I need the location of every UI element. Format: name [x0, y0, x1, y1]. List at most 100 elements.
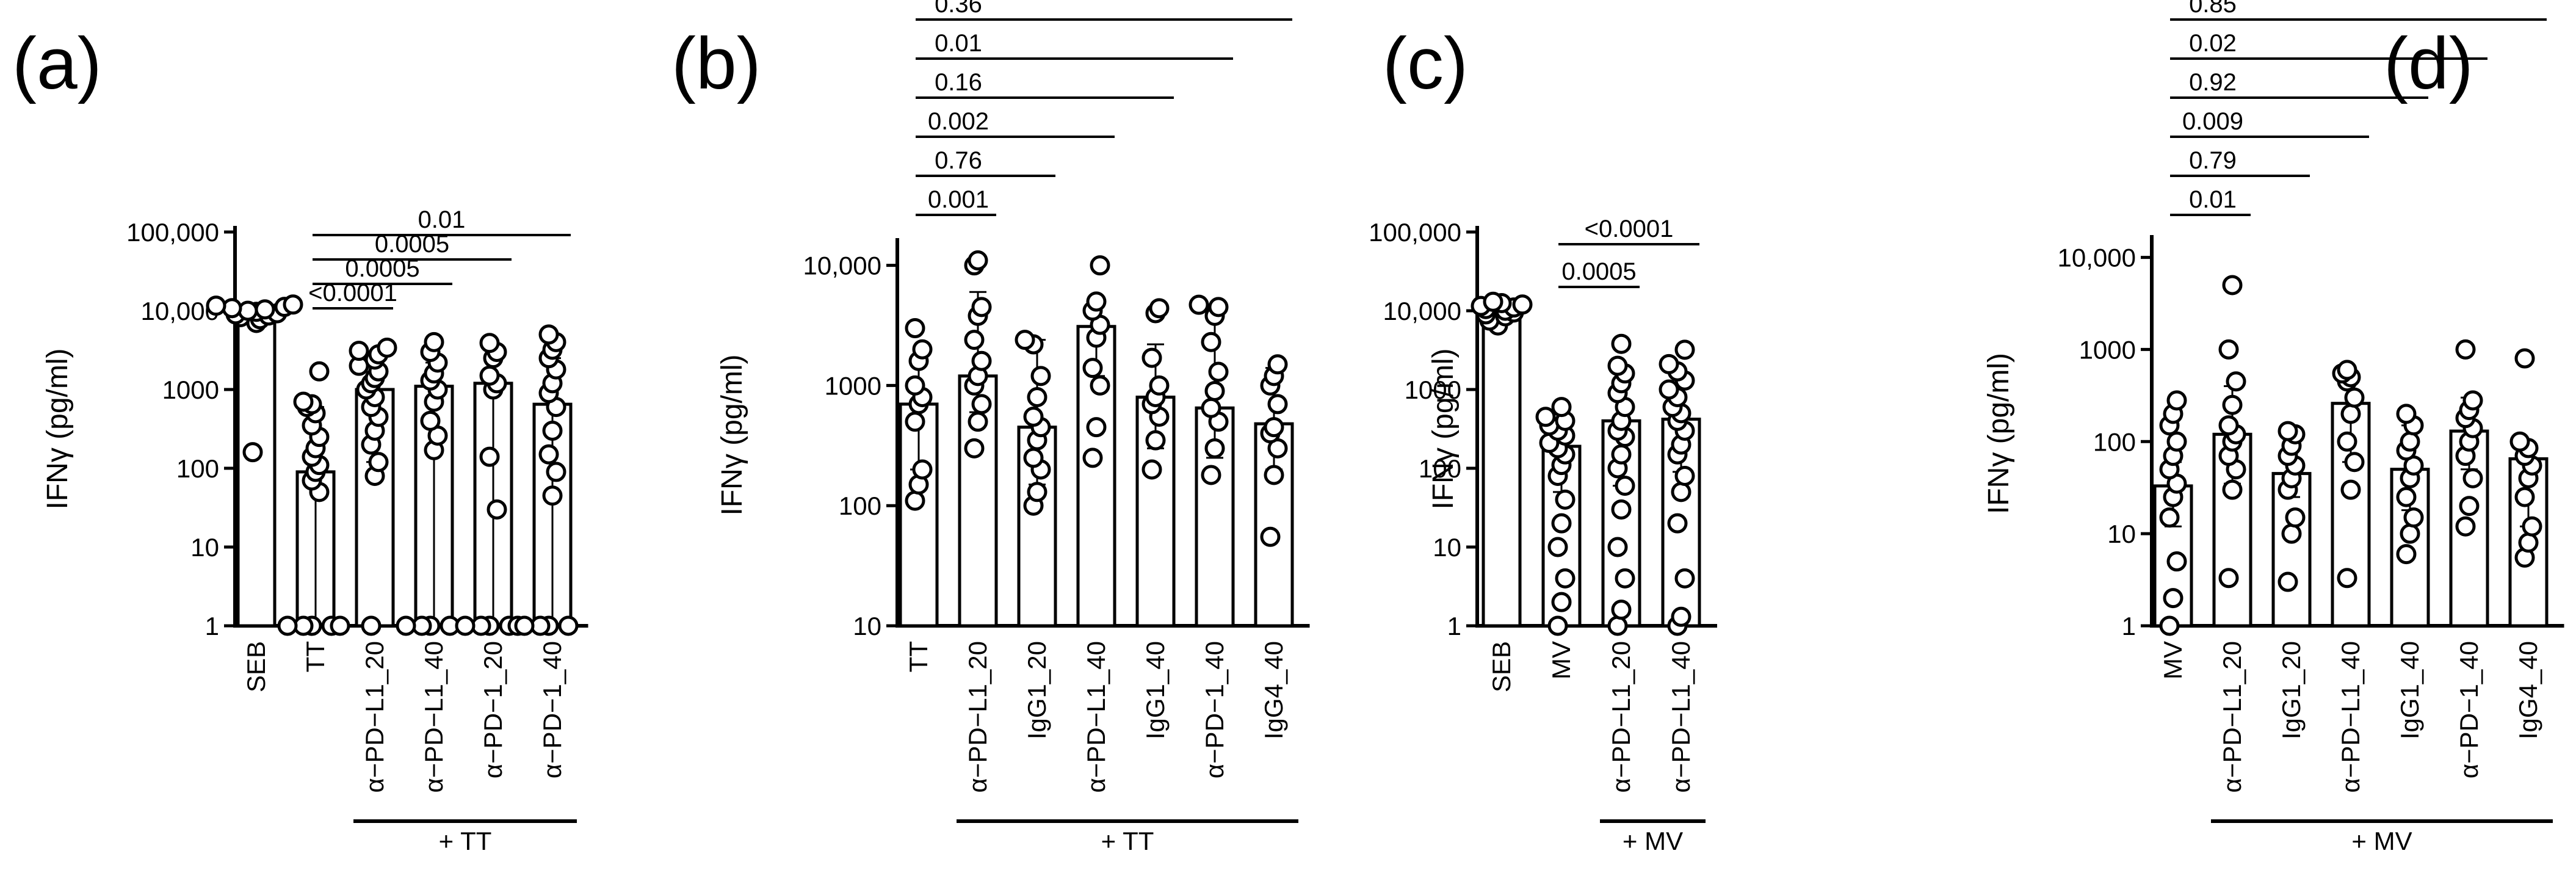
data-point [2455, 339, 2476, 360]
data-point [1208, 297, 1229, 317]
y-tick-label: 10 [2107, 520, 2136, 548]
category-label: IgG4_40 [1259, 641, 1288, 739]
data-point [964, 438, 985, 459]
data-point [2166, 390, 2187, 411]
data-point [968, 250, 988, 271]
data-point [2462, 390, 2483, 411]
data-point [237, 300, 258, 321]
data-point [1611, 333, 1632, 354]
data-point [349, 341, 369, 361]
group-label: + MV [1623, 827, 1683, 855]
data-point [2226, 371, 2246, 392]
category-label: α−PD−1_40 [2455, 641, 2483, 778]
data-point [2166, 431, 2187, 452]
y-tick-label: 1000 [1405, 375, 1461, 404]
data-point [242, 442, 263, 463]
y-tick-label: 1000 [2079, 335, 2136, 364]
data-point [1659, 379, 1679, 400]
data-point [377, 337, 397, 358]
y-tick-label: 1 [205, 612, 219, 640]
data-point [1551, 397, 1572, 418]
data-point [542, 420, 563, 441]
data-point [1674, 339, 1695, 360]
data-point [2459, 496, 2480, 517]
data-point [2218, 415, 2239, 436]
data-point [1260, 526, 1281, 547]
y-tick-label: 100 [176, 454, 219, 483]
data-point [1204, 380, 1225, 401]
y-tick-label: 10,000 [803, 252, 881, 280]
data-point [2403, 507, 2424, 528]
data-point [1267, 354, 1288, 375]
data-point [1027, 482, 1047, 502]
p-value-label: 0.79 [2189, 147, 2237, 174]
data-point [1090, 375, 1110, 396]
category-label: MV [1547, 641, 1576, 680]
data-point [2337, 360, 2357, 380]
data-point [1674, 568, 1695, 589]
data-point [1145, 430, 1166, 451]
y-tick-label: 1 [1447, 612, 1461, 640]
data-point [2396, 404, 2417, 424]
category-label: IgG1_20 [1022, 641, 1051, 739]
data-point [283, 294, 303, 315]
p-value-label: 0.002 [928, 108, 989, 135]
data-point [1611, 444, 1632, 465]
data-point [2344, 452, 2365, 473]
data-point [2514, 348, 2535, 369]
data-point [2278, 421, 2298, 441]
panel-a: (a) IFNγ (pg/ml) 1 10 100 1000 10,000 100,000 SE… [12, 23, 588, 855]
category-label: TT [301, 641, 330, 672]
data-point [1030, 366, 1051, 386]
data-point [1201, 397, 1221, 418]
data-point [2396, 487, 2417, 507]
data-point [2285, 507, 2306, 528]
category-label: α−PD−L1_20 [1607, 641, 1635, 792]
data-point [424, 332, 444, 352]
panel-b: (b) IFNγ (pg/ml) 10 100 1000 10,000 TT α−PD−L1_… [671, 0, 1310, 855]
data-point [1208, 361, 1229, 382]
data-point [1141, 347, 1162, 368]
data-point [1201, 465, 1221, 485]
data-point [487, 499, 507, 520]
data-point [2522, 516, 2542, 537]
category-label: IgG1_20 [2277, 641, 2306, 739]
data-point [964, 330, 985, 350]
category-label: SEB [242, 641, 270, 692]
data-point [1264, 465, 1284, 485]
data-point [2278, 571, 2298, 592]
data-point [1611, 499, 1632, 520]
panel-label: (c) [1383, 23, 1468, 104]
data-point [479, 365, 500, 386]
data-point [2222, 479, 2243, 500]
data-point [1086, 291, 1107, 312]
category-label: IgG1_40 [2395, 641, 2424, 739]
data-point [309, 361, 330, 382]
data-point [2159, 507, 2180, 528]
data-point [1555, 568, 1576, 589]
category-label: IgG1_40 [1141, 641, 1170, 739]
data-point [542, 485, 563, 506]
data-point [971, 350, 992, 371]
data-point [2222, 394, 2243, 415]
p-value-label: <0.0001 [1585, 216, 1674, 242]
category-label: α−PD−L1_40 [1082, 641, 1110, 792]
p-value-label: 0.16 [935, 69, 982, 96]
category-label: TT [904, 641, 933, 672]
y-tick-label: 100,000 [1369, 218, 1461, 247]
y-tick-label: 10,000 [2058, 244, 2136, 272]
data-point [2166, 551, 2187, 572]
category-label: SEB [1487, 641, 1516, 692]
panel-d: (d) IFNγ (pg/ml) 1 10 100 1000 10,000 MV α−PD−L1… [1983, 0, 2564, 855]
data-point [1607, 355, 1628, 376]
data-point [455, 615, 476, 636]
data-point [1149, 298, 1170, 319]
data-point [1615, 568, 1635, 589]
data-point [206, 295, 226, 316]
category-label: α−PD−1_40 [1200, 641, 1229, 778]
data-point [1141, 459, 1162, 480]
data-point [1671, 606, 1691, 627]
p-value-label: 0.01 [935, 30, 982, 57]
data-point [1547, 615, 1568, 636]
panel-label: (b) [671, 23, 761, 104]
